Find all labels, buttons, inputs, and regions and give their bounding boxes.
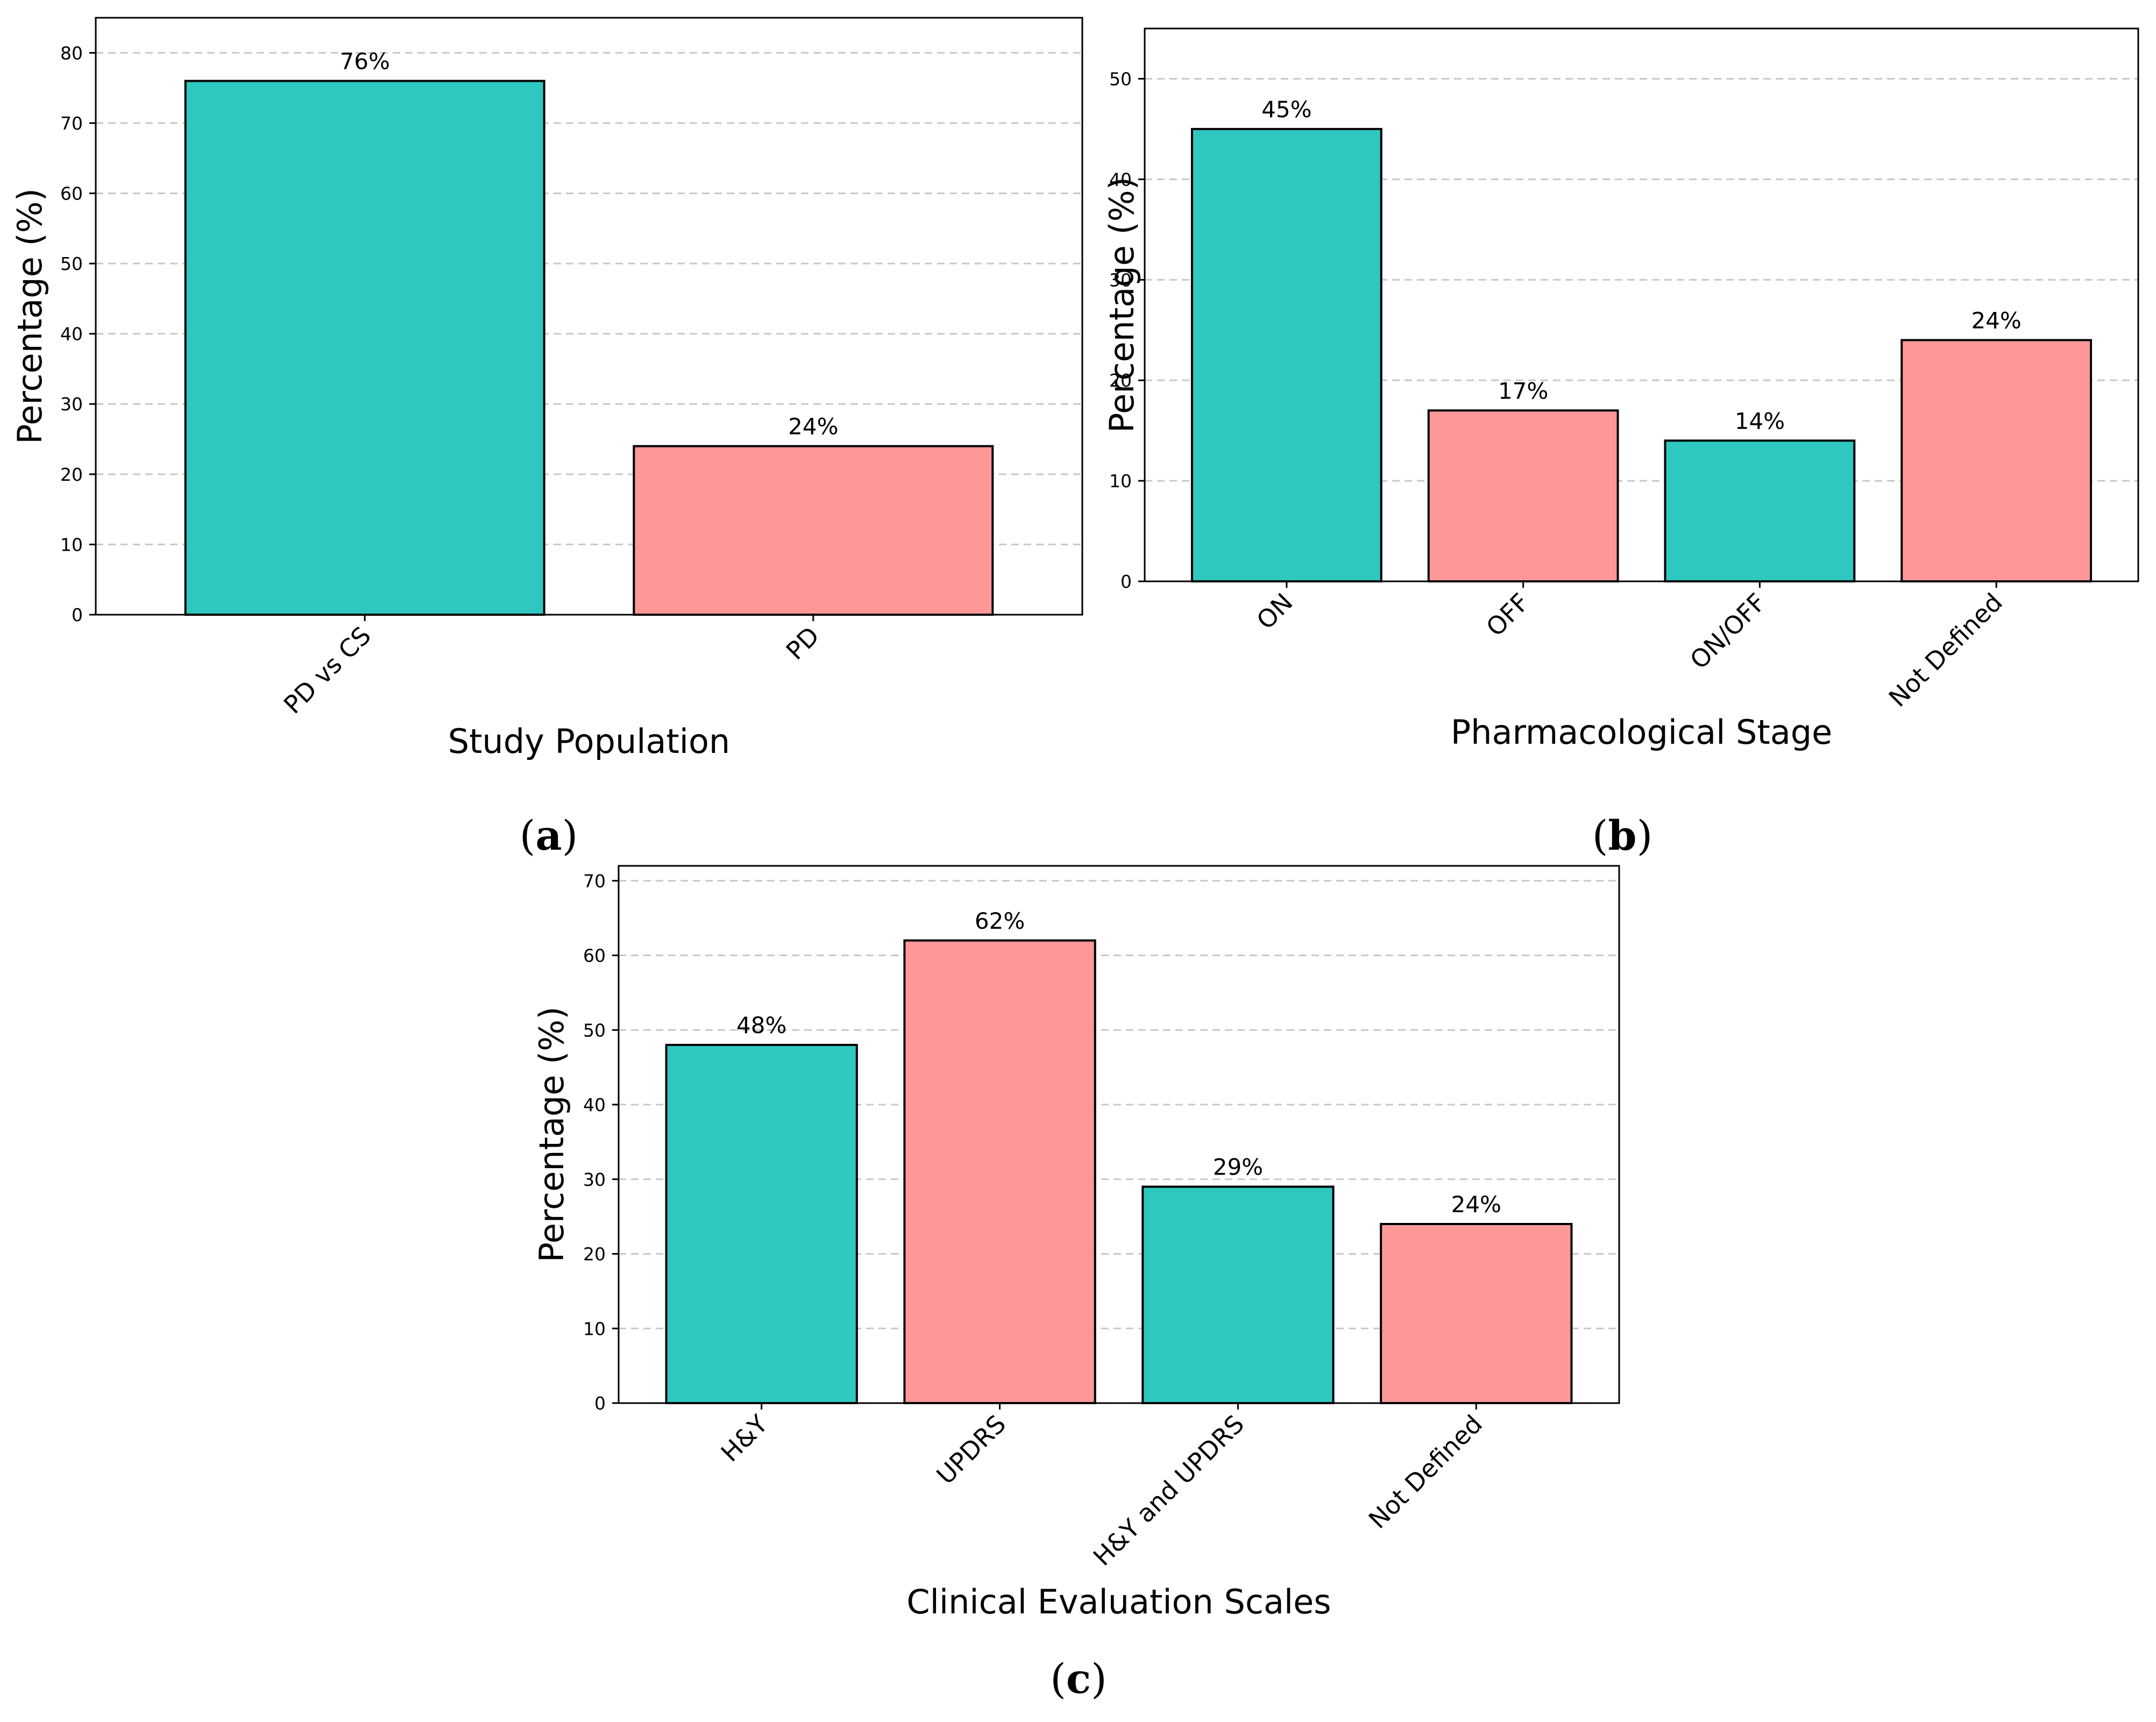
y-tick-label: 0 (594, 1393, 606, 1414)
y-tick-label: 20 (60, 464, 83, 485)
bar-1 (665, 1044, 858, 1404)
y-tick-label: 20 (583, 1244, 606, 1265)
y-tick-label: 30 (1109, 269, 1132, 290)
bar-4 (1900, 339, 2093, 582)
y-tick-label: 0 (72, 604, 83, 625)
chart-c: 48% 62% 29% 24% 0 10 20 30 40 50 60 70 H&Y UPDRS H&Y a… (532, 865, 1620, 1703)
y-tick-label: 70 (583, 871, 606, 892)
data-label: 24% (788, 414, 838, 440)
x-tick-label: OFF (1480, 588, 1535, 642)
plot-frame (1144, 27, 2139, 582)
x-tick-label: Not Defined (1363, 1410, 1488, 1534)
data-label: 45% (1261, 96, 1311, 123)
data-label: 48% (736, 1012, 786, 1038)
y-tick-label: 60 (583, 945, 606, 966)
chart-a: 76% 24% 0 10 20 30 40 50 60 70 80 PD vs CS PD Percent… (10, 17, 1083, 859)
bar-1 (184, 80, 545, 616)
y-tick-label: 50 (60, 253, 83, 274)
y-axis-label: Percentage (%) (532, 1007, 571, 1263)
y-tick-label: 50 (583, 1020, 606, 1041)
x-tick-label: Not Defined (1883, 588, 2008, 713)
data-label: 76% (340, 48, 390, 75)
bar-2 (633, 445, 994, 616)
x-tick-label: ON/OFF (1684, 588, 1771, 675)
plot-frame (618, 865, 1620, 1404)
plot-frame (95, 17, 1083, 616)
x-tick-label: UPDRS (931, 1410, 1011, 1490)
x-axis-label: Study Population (448, 722, 730, 761)
x-tick-label: PD vs CS (278, 621, 377, 720)
panel-label: (b) (1592, 812, 1653, 859)
x-tick-label: H&Y (715, 1409, 774, 1468)
y-tick-label: 60 (60, 183, 83, 204)
x-axis-label: Clinical Evaluation Scales (906, 1582, 1331, 1621)
data-label: 62% (975, 908, 1025, 934)
y-tick-label: 20 (1109, 370, 1132, 391)
data-label: 24% (1971, 307, 2021, 333)
x-axis-label: Pharmacological Stage (1451, 713, 1832, 752)
bar-4 (1380, 1223, 1573, 1404)
y-tick-label: 10 (60, 534, 83, 555)
y-tick-label: 80 (60, 42, 83, 63)
y-tick-label: 30 (60, 394, 83, 415)
y-axis-label: Percentage (%) (1102, 177, 1141, 433)
y-tick-label: 50 (1109, 68, 1132, 89)
data-label: 14% (1735, 408, 1785, 434)
x-tick-label: H&Y and UPDRS (1088, 1410, 1250, 1571)
data-label: 29% (1213, 1154, 1263, 1180)
y-tick-label: 30 (583, 1169, 606, 1190)
bar-3 (1664, 439, 1856, 582)
y-tick-label: 10 (1109, 471, 1132, 492)
y-tick-label: 0 (1120, 571, 1132, 592)
panel-label: (a) (520, 812, 578, 859)
data-label: 24% (1451, 1191, 1501, 1218)
panel-label: (c) (1050, 1655, 1107, 1703)
chart-b: 45% 17% 14% 24% 0 10 20 30 40 50 ON OFF ON/OFF Not De… (1102, 27, 2139, 859)
x-tick-label: PD (781, 621, 825, 666)
bar-2 (903, 939, 1096, 1404)
y-tick-label: 10 (583, 1318, 606, 1339)
bar-1 (1190, 127, 1382, 582)
y-tick-label: 70 (60, 113, 83, 134)
y-axis-label: Percentage (%) (10, 188, 49, 444)
bar-3 (1141, 1185, 1335, 1404)
x-tick-label: ON (1251, 588, 1299, 635)
bar-2 (1427, 409, 1619, 582)
y-tick-label: 40 (583, 1094, 606, 1115)
y-tick-label: 40 (60, 324, 83, 345)
y-tick-label: 40 (1109, 169, 1132, 190)
data-label: 17% (1498, 378, 1548, 404)
